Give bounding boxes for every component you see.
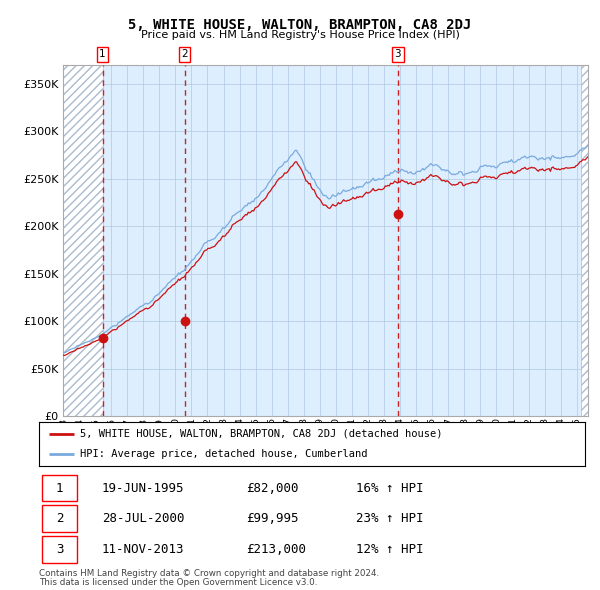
Text: 1: 1 bbox=[56, 481, 63, 494]
Text: 16% ↑ HPI: 16% ↑ HPI bbox=[356, 481, 423, 494]
Text: £99,995: £99,995 bbox=[247, 512, 299, 525]
Bar bbox=[63, 65, 103, 416]
Text: £82,000: £82,000 bbox=[247, 481, 299, 494]
Text: 19-JUN-1995: 19-JUN-1995 bbox=[102, 481, 184, 494]
Text: 2: 2 bbox=[181, 50, 188, 60]
Text: 3: 3 bbox=[56, 543, 63, 556]
Text: 12% ↑ HPI: 12% ↑ HPI bbox=[356, 543, 423, 556]
FancyBboxPatch shape bbox=[42, 505, 77, 532]
FancyBboxPatch shape bbox=[42, 474, 77, 502]
Text: This data is licensed under the Open Government Licence v3.0.: This data is licensed under the Open Gov… bbox=[39, 578, 317, 587]
Text: 5, WHITE HOUSE, WALTON, BRAMPTON, CA8 2DJ: 5, WHITE HOUSE, WALTON, BRAMPTON, CA8 2D… bbox=[128, 18, 472, 32]
Text: 3: 3 bbox=[395, 50, 401, 60]
Text: Price paid vs. HM Land Registry's House Price Index (HPI): Price paid vs. HM Land Registry's House … bbox=[140, 30, 460, 40]
FancyBboxPatch shape bbox=[42, 536, 77, 563]
Text: 11-NOV-2013: 11-NOV-2013 bbox=[102, 543, 184, 556]
Text: 5, WHITE HOUSE, WALTON, BRAMPTON, CA8 2DJ (detached house): 5, WHITE HOUSE, WALTON, BRAMPTON, CA8 2D… bbox=[80, 429, 442, 439]
Text: 23% ↑ HPI: 23% ↑ HPI bbox=[356, 512, 423, 525]
Text: 2: 2 bbox=[56, 512, 63, 525]
Bar bbox=[581, 65, 588, 416]
Text: 1: 1 bbox=[99, 50, 106, 60]
Text: 28-JUL-2000: 28-JUL-2000 bbox=[102, 512, 184, 525]
Text: HPI: Average price, detached house, Cumberland: HPI: Average price, detached house, Cumb… bbox=[80, 449, 367, 459]
Text: Contains HM Land Registry data © Crown copyright and database right 2024.: Contains HM Land Registry data © Crown c… bbox=[39, 569, 379, 578]
Text: £213,000: £213,000 bbox=[247, 543, 307, 556]
